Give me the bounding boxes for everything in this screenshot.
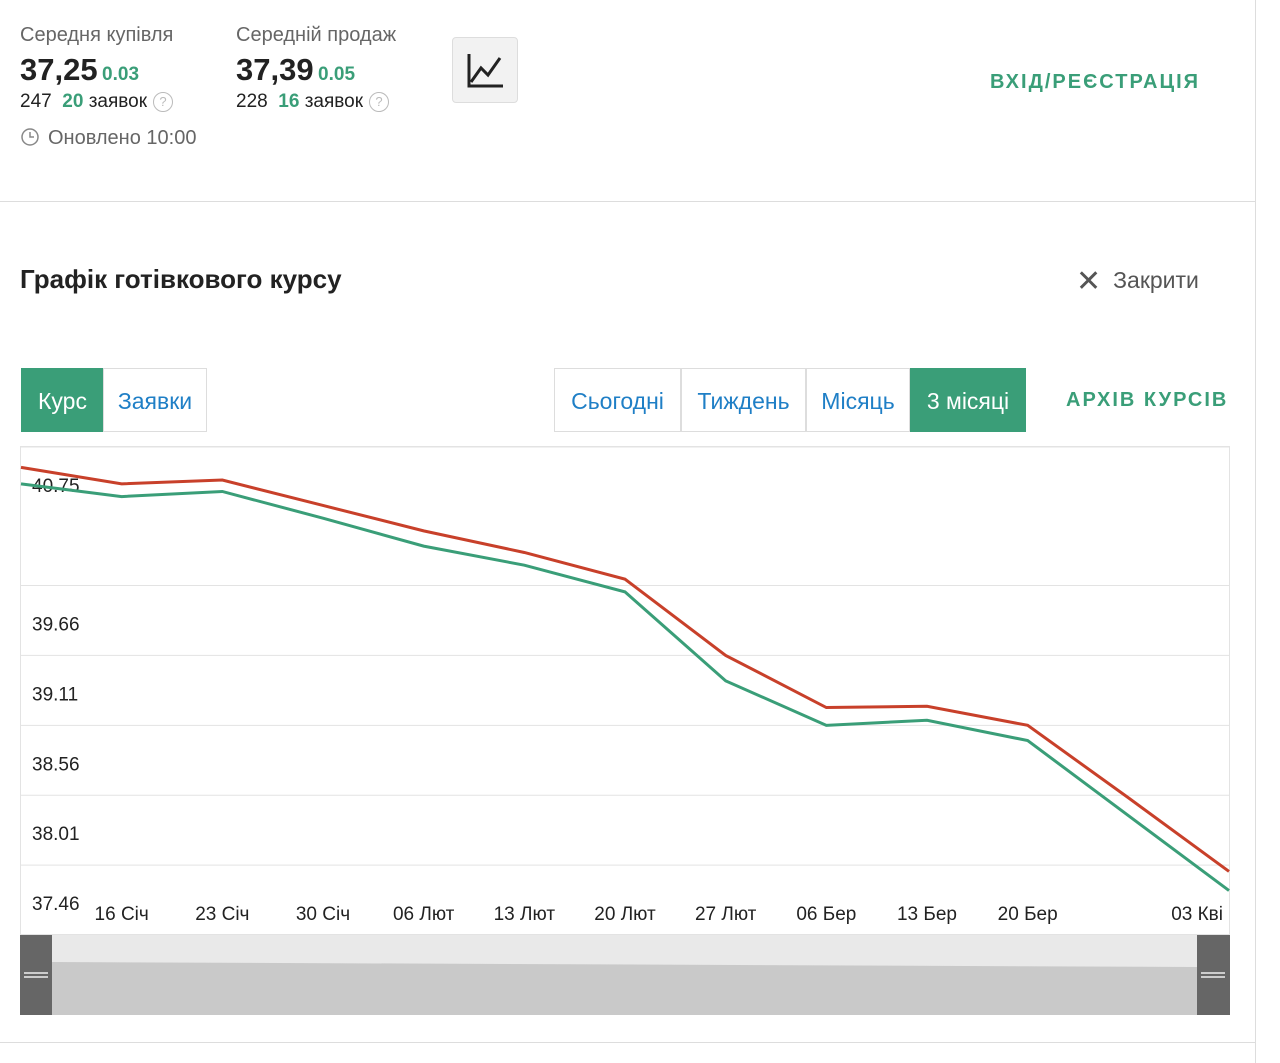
buy-rate: 37,25 0.03: [20, 52, 139, 88]
right-border: [1255, 0, 1256, 1063]
x-tick-label: 23 Січ: [195, 904, 249, 925]
tab-button[interactable]: Заявки: [103, 368, 207, 432]
x-tick-label: 13 Лют: [494, 904, 556, 925]
orders: 16: [278, 91, 300, 112]
chart-icon: [467, 54, 503, 88]
navigator: [20, 935, 1230, 1015]
archive-link[interactable]: АРХІВ КУРСІВ: [1066, 389, 1229, 411]
x-tick-label: 06 Лют: [393, 904, 455, 925]
x-tick-label: 20 Бер: [998, 904, 1058, 925]
tab-button[interactable]: Місяць: [806, 368, 910, 432]
y-tick-label: 39.66: [32, 615, 80, 636]
tab-button[interactable]: Тиждень: [681, 368, 806, 432]
login-link[interactable]: ВХІД/РЕЄСТРАЦІЯ: [990, 71, 1201, 93]
orders-word: заявок: [88, 91, 148, 112]
buy-change: 0.03: [102, 64, 140, 85]
x-tick-label: 13 Бер: [897, 904, 957, 925]
sell-orders: 228 16 заявок?: [236, 91, 390, 113]
x-tick-label: 27 Лют: [695, 904, 757, 925]
x-tick-label: 03 Кві: [1171, 904, 1223, 925]
y-tick-label: 40.75: [32, 476, 80, 497]
y-tick-label: 39.11: [32, 684, 78, 705]
x-tick-label: 20 Лют: [594, 904, 656, 925]
x-tick-label: 16 Січ: [95, 904, 149, 925]
section-title: Графік готівкового курсу: [20, 264, 342, 294]
tab-button[interactable]: 3 місяці: [910, 368, 1026, 432]
handle-grip: [24, 972, 1225, 978]
close-text: Закрити: [1113, 267, 1199, 293]
orders-word: заявок: [304, 91, 364, 112]
divider: [0, 1042, 1256, 1043]
updated: Оновлено 10:00: [20, 127, 196, 150]
help-icon[interactable]: ?: [369, 91, 390, 112]
y-tick-label: 38.56: [32, 754, 80, 775]
navigator-handle[interactable]: [1197, 935, 1230, 1015]
buy-orders: 247 20 заявок?: [20, 91, 174, 113]
updated-text: Оновлено 10:00: [48, 127, 197, 149]
buy-value: 37,25: [20, 52, 98, 87]
chart-toggle[interactable]: [452, 37, 518, 103]
sell-value: 37,39: [236, 52, 314, 87]
tab-button[interactable]: Курс: [21, 368, 104, 432]
buy-label: Середня купівля: [20, 24, 174, 46]
sell-label: Середній продаж: [236, 24, 397, 46]
x-tick-label: 30 Січ: [296, 904, 350, 925]
navigator-handle[interactable]: [20, 935, 52, 1015]
divider: [0, 201, 1256, 202]
x-tick-label: 06 Бер: [796, 904, 856, 925]
clock-icon: [21, 128, 39, 146]
line-series: [20, 482, 1230, 892]
sell-change: 0.05: [318, 64, 356, 85]
line-series: [20, 465, 1230, 873]
help-icon[interactable]: ?: [153, 91, 174, 112]
close-button[interactable]: ✕ Закрити: [1076, 265, 1199, 298]
y-tick-label: 38.01: [32, 824, 80, 845]
y-tick-label: 37.46: [32, 894, 80, 915]
orders: 20: [62, 91, 84, 112]
sell-rate: 37,39 0.05: [236, 52, 355, 88]
plot-area: [20, 446, 1230, 935]
count: 228: [236, 91, 268, 112]
chart: 37.46 38.01 38.56 39.11 39.66 40.75 16 Січ 23 С…: [20, 446, 1230, 1015]
count: 247: [20, 91, 52, 112]
navigator-area: [52, 962, 1197, 1015]
tab-button[interactable]: Сьогодні: [554, 368, 681, 432]
